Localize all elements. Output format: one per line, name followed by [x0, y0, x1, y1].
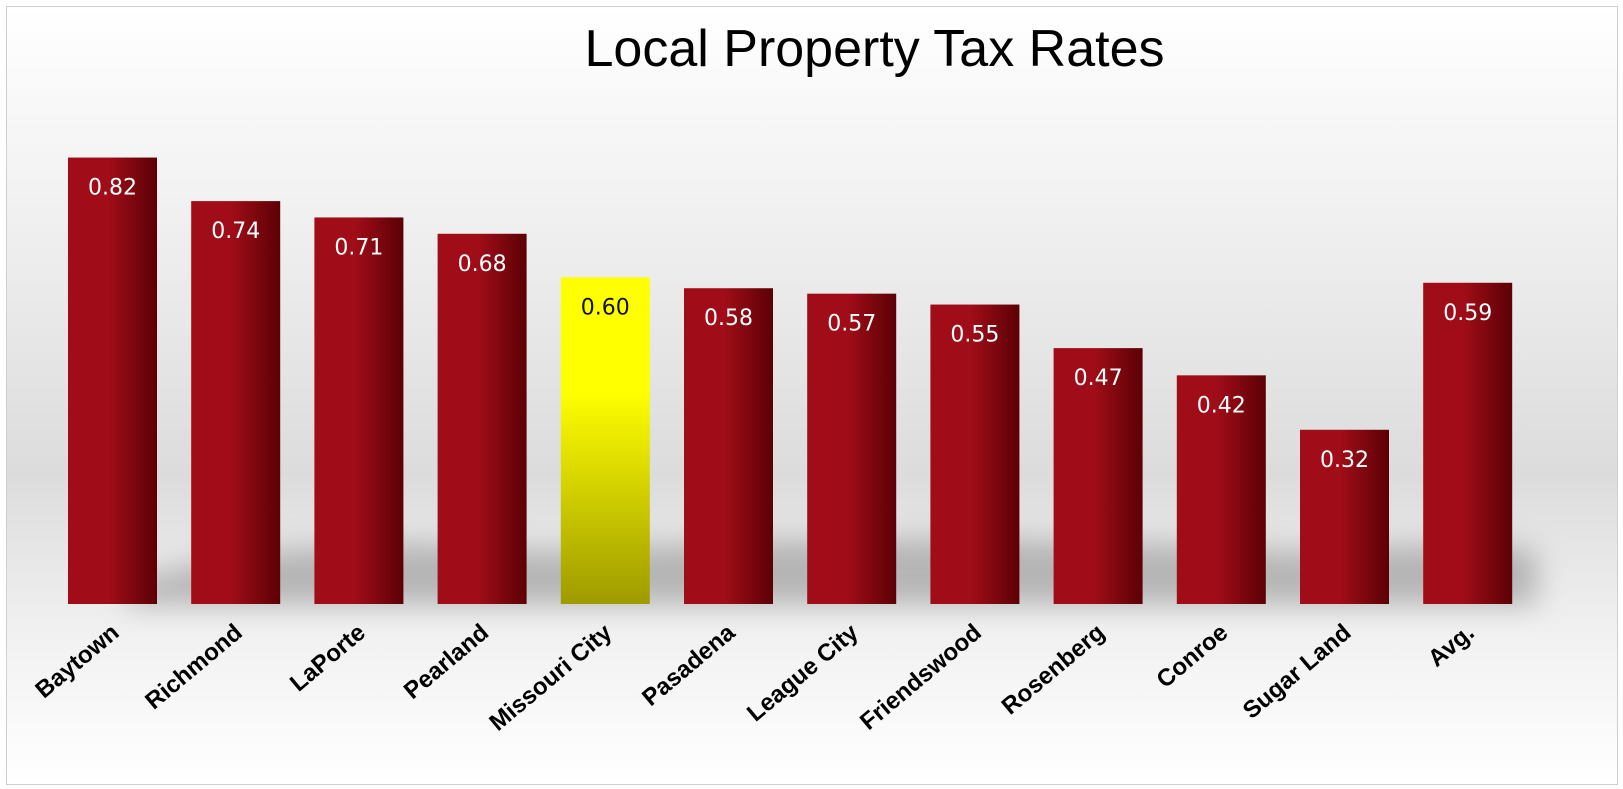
- category-label-avg: Avg.: [1423, 619, 1480, 673]
- category-label-rosenberg: Rosenberg: [997, 619, 1110, 720]
- value-label-avg: 0.59: [1443, 301, 1492, 326]
- category-label-baytown: Baytown: [30, 619, 124, 704]
- bar-pasadena: [684, 288, 773, 604]
- bar-rosenberg: [1053, 348, 1143, 604]
- value-label-pasadena: 0.58: [704, 306, 753, 331]
- category-label-conroe: Conroe: [1151, 619, 1233, 694]
- category-label-pasadena: Pasadena: [637, 619, 741, 712]
- bar-friendswood: [930, 304, 1020, 604]
- bar-richmond: [191, 201, 281, 604]
- value-label-missouri-city: 0.60: [581, 295, 630, 320]
- value-label-baytown: 0.82: [88, 176, 137, 201]
- category-label-missouri-city: Missouri City: [484, 619, 617, 737]
- value-label-laporte: 0.71: [334, 235, 383, 260]
- value-label-rosenberg: 0.47: [1074, 366, 1123, 391]
- category-label-laporte: LaPorte: [285, 619, 371, 697]
- value-label-conroe: 0.42: [1197, 393, 1246, 418]
- chart-title: Local Property Tax Rates: [584, 20, 1165, 78]
- bar-sugar-land: [1300, 429, 1389, 604]
- value-label-sugar-land: 0.32: [1320, 448, 1369, 473]
- category-label-friendswood: Friendswood: [855, 619, 987, 736]
- bar-laporte: [314, 217, 404, 604]
- bar-league-city: [807, 293, 897, 604]
- bar-pearland: [437, 233, 527, 604]
- category-label-richmond: Richmond: [140, 619, 247, 715]
- value-label-pearland: 0.68: [458, 252, 507, 277]
- value-label-richmond: 0.74: [211, 219, 260, 244]
- bar-avg: [1423, 282, 1513, 604]
- bar-conroe: [1176, 375, 1266, 604]
- value-label-friendswood: 0.55: [950, 323, 999, 348]
- category-label-league-city: League City: [742, 618, 864, 727]
- category-label-pearland: Pearland: [399, 619, 494, 705]
- value-label-league-city: 0.57: [827, 312, 876, 337]
- bar-baytown: [68, 157, 157, 605]
- category-label-sugar-land: Sugar Land: [1238, 619, 1356, 725]
- bar-chart: 0.82 0.74 0.71 0.68 0.60 0.58 0.57 0.55 0.47 0.42…: [30, 157, 1537, 737]
- chart-frame: Local Property Tax Rates 0.82 0.74 0.71 0.6…: [6, 6, 1618, 785]
- bar-missouri-city: [560, 277, 650, 604]
